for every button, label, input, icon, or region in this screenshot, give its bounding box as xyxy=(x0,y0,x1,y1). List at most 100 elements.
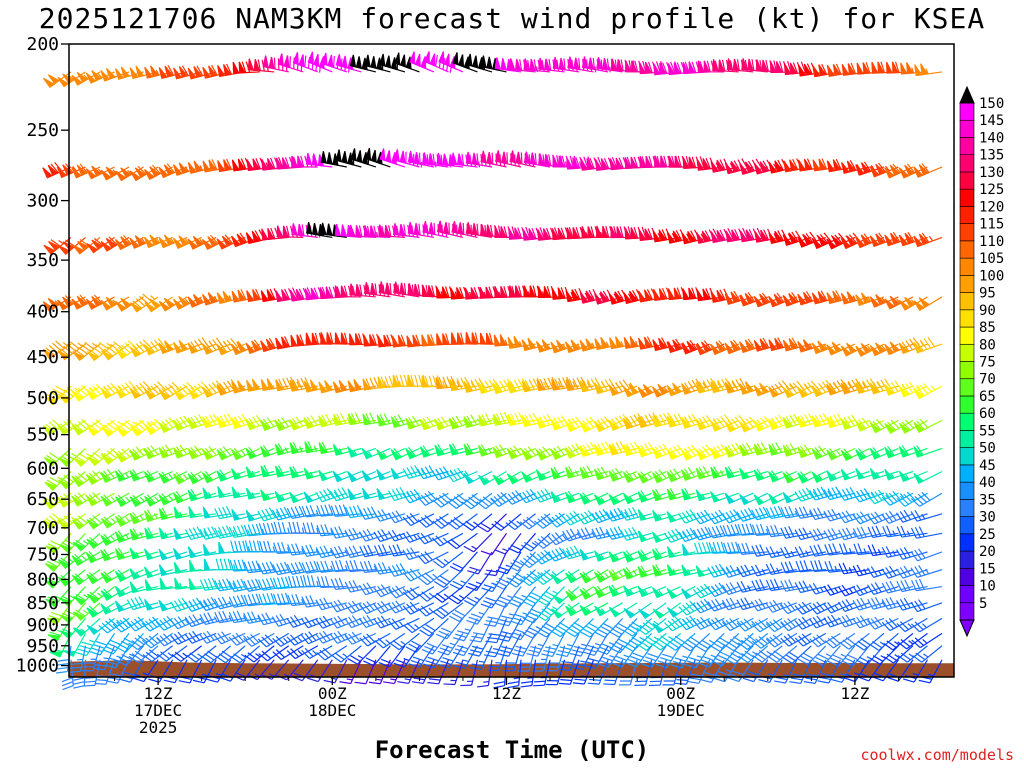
wind-barb xyxy=(855,467,885,480)
wind-barb xyxy=(170,631,202,645)
wind-barb xyxy=(435,375,464,390)
wind-barb xyxy=(840,378,870,395)
wind-barb xyxy=(856,645,885,666)
wind-barb xyxy=(618,659,638,686)
wind-barb xyxy=(114,530,144,543)
colorbar-label: 95 xyxy=(979,286,996,302)
wind-barb xyxy=(869,447,899,460)
wind-barb xyxy=(114,585,144,598)
wind-barb xyxy=(852,615,885,629)
colorbar-swatch xyxy=(959,292,975,311)
y-tick-label: 600 xyxy=(26,458,59,479)
wind-barb xyxy=(698,645,725,668)
colorbar-swatch xyxy=(959,464,975,483)
wind-barb xyxy=(871,61,899,74)
wind-barb xyxy=(484,551,508,577)
wind-barb xyxy=(275,376,304,392)
wind-barb xyxy=(377,334,405,348)
wind-barb xyxy=(535,469,565,481)
wind-barb xyxy=(492,470,522,486)
colorbar-label: 65 xyxy=(979,389,996,405)
wind-barb xyxy=(350,148,377,168)
wind-barb xyxy=(913,383,943,400)
wind-barb xyxy=(869,294,899,308)
wind-barb xyxy=(910,509,943,522)
wind-barb xyxy=(361,487,391,500)
wind-barb xyxy=(494,532,522,555)
wind-barb xyxy=(57,492,86,508)
wind-barb xyxy=(406,334,434,348)
y-tick-label: 200 xyxy=(26,34,59,55)
wind-barb xyxy=(44,471,72,491)
wind-barb xyxy=(448,443,478,456)
wind-barb xyxy=(383,659,406,685)
wind-barb xyxy=(272,632,304,647)
wind-barb xyxy=(902,659,928,683)
wind-barb xyxy=(812,645,841,666)
wind-barb xyxy=(913,163,943,178)
wind-barb xyxy=(522,602,551,624)
wind-barb xyxy=(427,659,449,685)
wind-barb xyxy=(508,586,537,608)
wind-barb xyxy=(551,226,580,241)
colorbar-label: 120 xyxy=(979,199,1004,215)
wind-barb xyxy=(363,333,391,347)
wind-barb xyxy=(911,632,943,649)
y-tick-label: 700 xyxy=(26,518,59,539)
wind-barb xyxy=(709,443,739,460)
wind-barb xyxy=(695,465,725,480)
wind-barb xyxy=(390,414,420,429)
wind-barb xyxy=(550,491,580,503)
wind-barb xyxy=(100,513,130,529)
wind-barb xyxy=(305,152,333,168)
wind-barb xyxy=(780,632,812,647)
wind-barb xyxy=(438,645,464,669)
wind-barb xyxy=(751,617,783,633)
wind-barb xyxy=(911,491,943,507)
wind-barb xyxy=(608,441,638,456)
wind-barb xyxy=(302,575,333,588)
wind-barb xyxy=(782,492,812,504)
wind-barb xyxy=(898,231,928,247)
wind-barb xyxy=(184,630,217,644)
wind-barb xyxy=(826,290,856,305)
wind-barb xyxy=(466,602,493,625)
wind-barb xyxy=(143,509,173,523)
wind-barb xyxy=(408,645,435,668)
colorbar-label: 145 xyxy=(979,113,1004,129)
credit-link[interactable]: coolwx.com/models xyxy=(860,746,1014,764)
wind-barb xyxy=(637,565,667,578)
wind-barb xyxy=(448,586,478,605)
wind-barb xyxy=(896,546,928,560)
wind-barb xyxy=(507,412,536,426)
wind-barb xyxy=(423,51,452,73)
wind-barb xyxy=(438,51,464,73)
wind-barb xyxy=(378,281,405,298)
wind-barb xyxy=(245,446,275,460)
colorbar-swatch xyxy=(959,602,975,621)
wind-barb xyxy=(422,221,449,238)
wind-barb xyxy=(684,645,711,669)
wind-barb xyxy=(823,584,856,596)
wind-barb xyxy=(304,440,333,454)
wind-barb xyxy=(840,291,870,305)
wind-barb xyxy=(449,551,478,572)
colorbar-label: 100 xyxy=(979,268,1004,284)
colorbar-label: 150 xyxy=(979,96,1004,112)
wind-barb xyxy=(780,505,812,519)
y-tick-label: 350 xyxy=(26,250,59,271)
wind-barb xyxy=(550,617,580,638)
colorbar-swatch xyxy=(959,326,975,345)
wind-barb xyxy=(231,508,260,521)
wind-barb xyxy=(301,505,333,518)
wind-barb xyxy=(173,548,202,560)
wind-barb xyxy=(289,465,318,479)
x-tick-label: 12Z xyxy=(144,684,173,703)
wind-barb xyxy=(143,164,173,181)
wind-barb xyxy=(460,659,479,687)
wind-barb xyxy=(216,469,246,482)
wind-barb xyxy=(303,415,333,429)
wind-barb xyxy=(510,602,537,626)
wind-barb xyxy=(910,548,943,562)
wind-barb xyxy=(86,586,115,604)
